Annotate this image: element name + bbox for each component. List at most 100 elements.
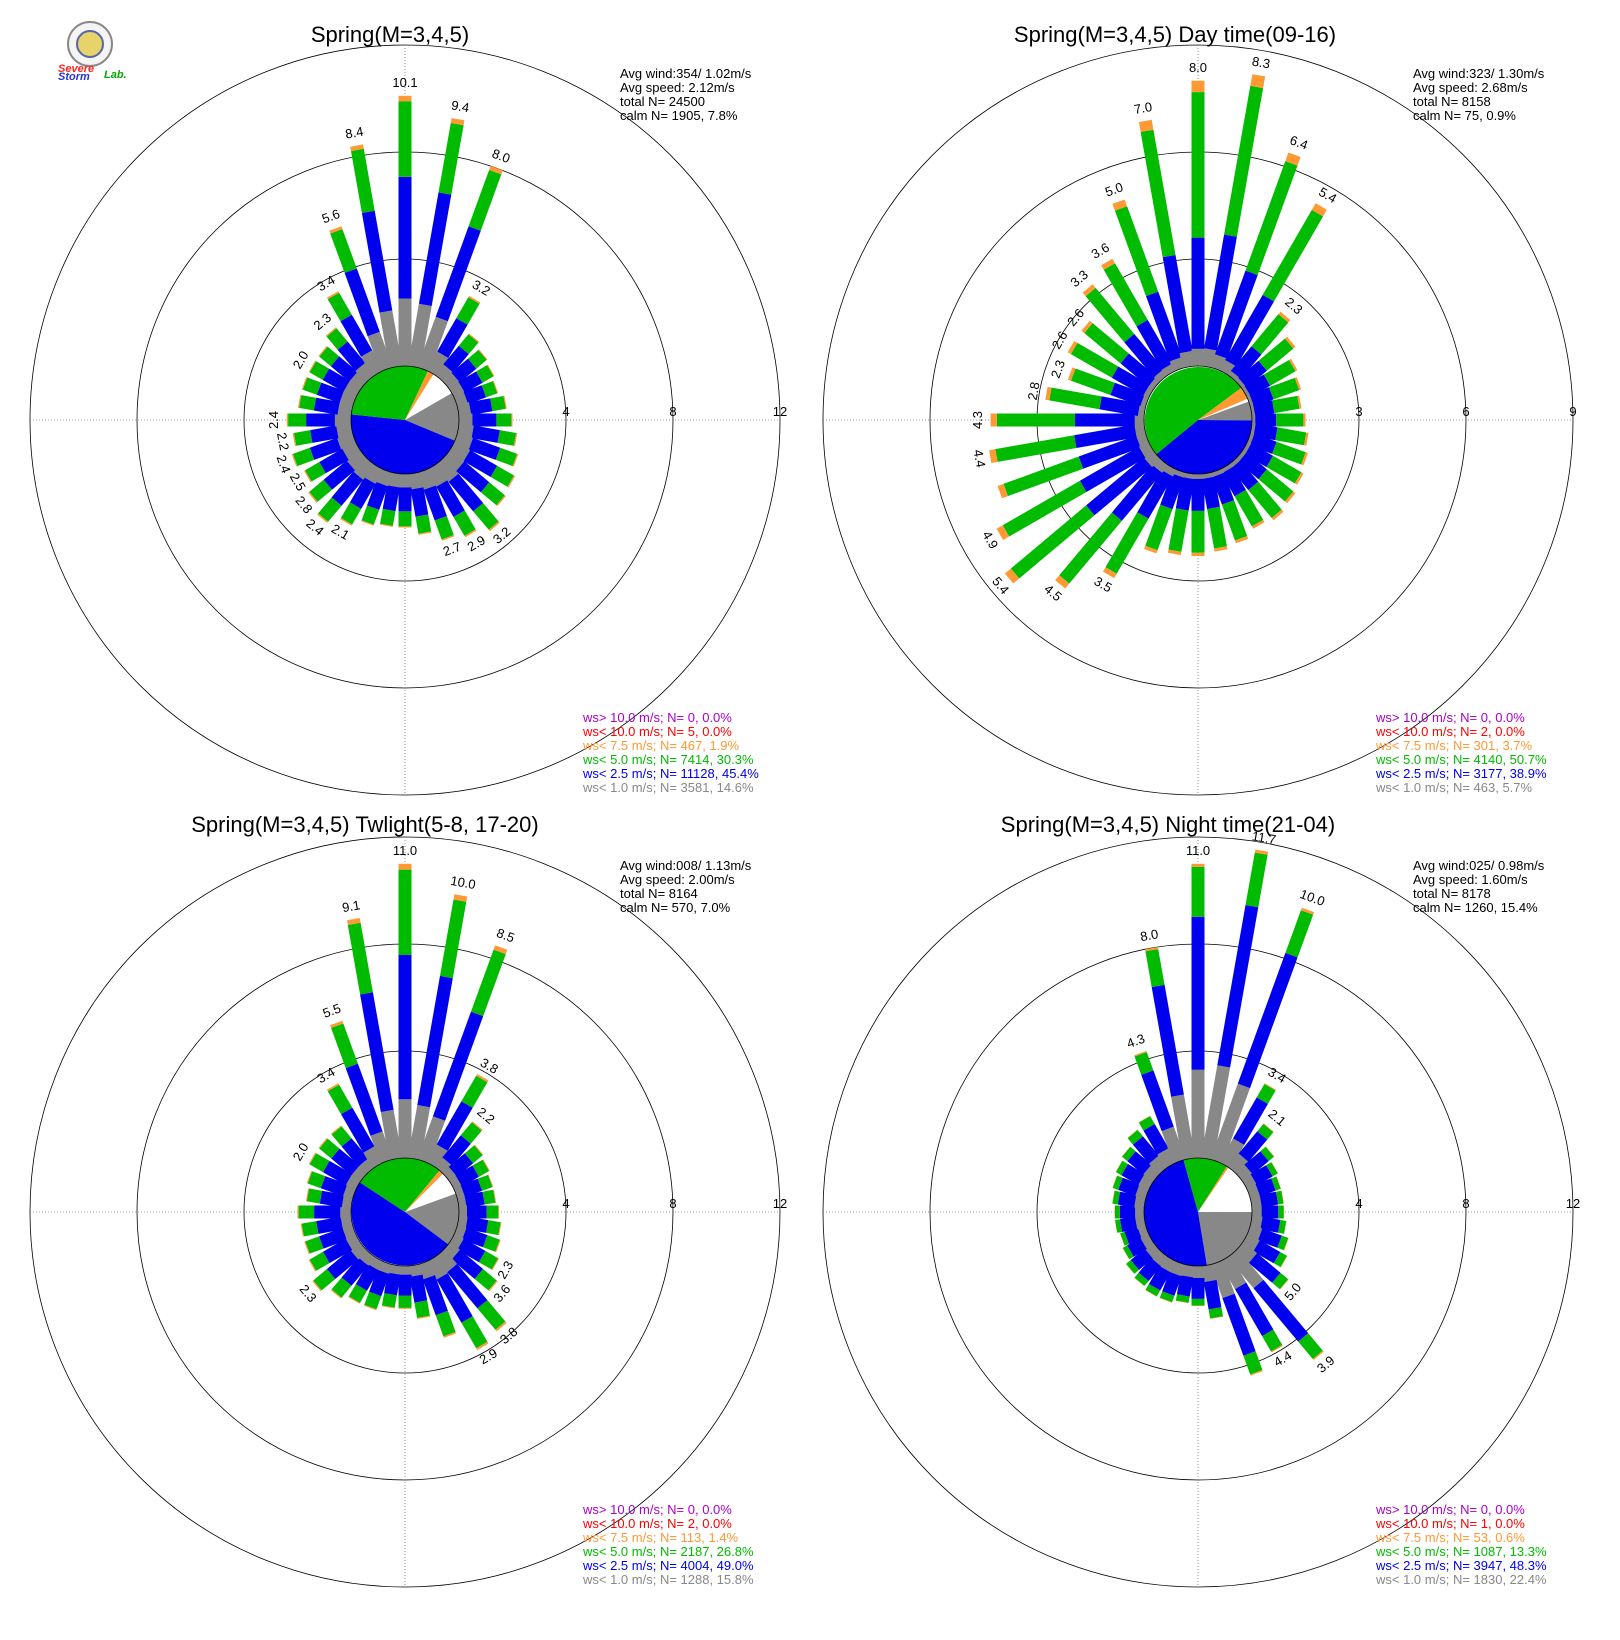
bar-segment-gray — [1201, 1264, 1217, 1283]
bar-segment-orange — [1168, 549, 1182, 556]
bar-segment-orange — [1285, 491, 1296, 504]
bar-segment-blue — [1203, 1279, 1222, 1310]
pie-slice-orange — [1198, 1166, 1229, 1212]
bar-segment-blue — [436, 480, 465, 517]
bar-segment-orange — [1281, 1190, 1284, 1204]
pie-outline — [350, 365, 460, 475]
bar-segment-orange — [1122, 1247, 1130, 1260]
bar-segment-orange — [450, 118, 465, 126]
bar-segment-blue — [361, 210, 393, 313]
bar-segment-blue — [1253, 1279, 1309, 1342]
bar-value-label: 2.0 — [290, 348, 312, 371]
bar-value-label: 2.1 — [329, 521, 352, 543]
ring-label: 8 — [669, 404, 676, 419]
bar-segment-blue — [1250, 1165, 1273, 1186]
bar-segment-blue — [1162, 255, 1193, 354]
bar-segment-green — [1221, 500, 1248, 541]
bar-segment-orange — [1294, 472, 1304, 485]
bar-segment-blue — [1111, 464, 1163, 521]
bar-segment-gray — [353, 457, 376, 480]
bar-segment-gray — [334, 413, 351, 427]
bar-segment-green — [298, 1205, 315, 1219]
bar-segment-blue — [465, 1216, 489, 1233]
bar-value-label: 7.0 — [1133, 99, 1153, 117]
bar-segment-green — [288, 413, 307, 427]
bar-segment-blue — [1176, 1275, 1194, 1297]
bar-segment-orange — [300, 1223, 304, 1237]
bar-segment-orange — [418, 531, 432, 535]
logo-emblem-inner-icon — [76, 30, 104, 58]
bar-segment-orange — [1145, 1289, 1157, 1297]
bar-segment-blue — [398, 176, 412, 299]
bar-value-label: 3.8 — [478, 1055, 501, 1077]
bar-segment-green — [1122, 1245, 1134, 1260]
pie-slice-green — [1183, 1158, 1227, 1212]
bar-segment-orange — [996, 525, 1010, 540]
legend-entry: ws< 1.0 m/s; N= 463, 5.7% — [1375, 780, 1533, 795]
bar-segment-blue — [309, 437, 342, 460]
bar-segment-blue — [360, 992, 394, 1112]
bar-segment-blue — [1132, 1136, 1159, 1164]
legend-entry: ws< 10.0 m/s; N= 2, 0.0% — [1375, 724, 1525, 739]
bar-segment-green — [996, 413, 1075, 427]
bar-segment-blue — [1121, 1164, 1145, 1185]
bar-segment-blue — [1075, 413, 1135, 427]
bar-segment-green — [1112, 1190, 1120, 1205]
bar-segment-green — [1140, 129, 1176, 258]
bar-segment-green — [1266, 455, 1302, 484]
bar-segment-orange — [488, 1280, 498, 1292]
bar-segment-green — [1049, 387, 1102, 410]
bar-segment-gray — [417, 316, 448, 372]
bar-segment-green — [476, 365, 494, 383]
bar-segment-gray — [364, 463, 384, 484]
bar-segment-blue — [1244, 374, 1271, 397]
wind-rose-panel-spring: Spring(M=3,4,5)4 8 122.42.22.42.02.33.45.6… — [29, 22, 787, 796]
bar-segment-orange — [1312, 1350, 1324, 1360]
bar-segment-green — [460, 1122, 482, 1144]
bar-segment-orange — [304, 470, 312, 483]
pie-slice-blue — [351, 1182, 449, 1266]
bar-segment-orange — [1284, 1221, 1287, 1234]
bar-value-label: 2.7 — [441, 539, 463, 559]
bar-segment-blue — [448, 473, 484, 512]
bar-segment-orange — [1265, 1146, 1275, 1157]
bar-segment-gray — [1134, 413, 1144, 427]
bar-segment-blue — [1215, 270, 1258, 359]
bar-segment-blue — [1117, 1191, 1137, 1208]
bar-segment-blue — [1119, 1205, 1136, 1219]
bar-segment-green — [1115, 1160, 1128, 1176]
bar-segment-orange — [1103, 567, 1117, 579]
bar-segment-gray — [363, 1146, 384, 1169]
bar-segment-blue — [458, 371, 483, 393]
bar-segment-blue — [1249, 387, 1274, 407]
bar-segment-green — [1071, 368, 1115, 395]
bar-segment-orange — [304, 1241, 310, 1254]
stat-line: calm N= 1905, 7.8% — [620, 108, 738, 123]
bar-segment-green — [351, 148, 375, 213]
bar-segment-green — [318, 497, 342, 522]
bar-segment-blue — [319, 1227, 347, 1249]
stat-line: Avg wind:025/ 0.98m/s — [1413, 858, 1545, 873]
bar-value-label: 4.4 — [971, 448, 989, 468]
bar-segment-gray — [398, 474, 412, 488]
bar-segment-blue — [314, 1205, 341, 1219]
bar-segment-green — [414, 1300, 430, 1318]
bar-segment-orange — [1045, 386, 1052, 401]
bar-segment-gray — [408, 1264, 423, 1277]
bar-segment-orange — [471, 1121, 483, 1131]
bar-segment-orange — [441, 535, 455, 541]
pie-outline — [350, 1157, 460, 1267]
bar-segment-green — [1245, 852, 1268, 908]
legend-entry: ws< 2.5 m/s; N= 11128, 45.4% — [582, 766, 759, 781]
bar-segment-green — [330, 229, 357, 273]
bar-segment-orange — [306, 1171, 313, 1184]
bar-segment-orange — [1134, 1277, 1145, 1287]
bar-segment-orange — [318, 1137, 328, 1149]
bar-segment-green — [1258, 469, 1294, 502]
bar-segment-orange — [1285, 336, 1296, 349]
bar-segment-green — [319, 1138, 340, 1159]
bar-segment-gray — [1235, 1241, 1258, 1263]
bar-segment-green — [440, 899, 467, 979]
bar-segment-gray — [336, 423, 353, 439]
bar-value-label: 9.4 — [450, 97, 470, 115]
